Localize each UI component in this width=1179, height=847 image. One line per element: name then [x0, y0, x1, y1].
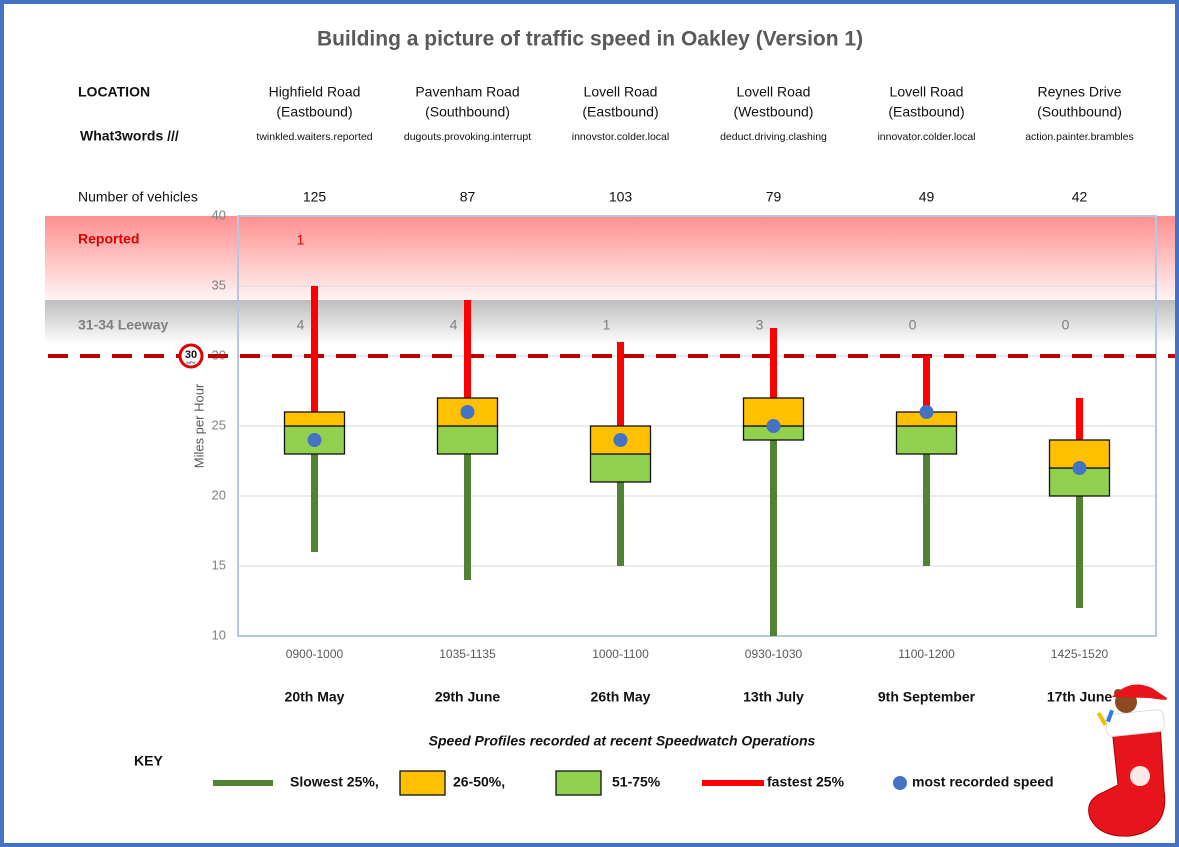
legend-label: most recorded speed: [912, 774, 1054, 790]
legend-swatch: [893, 776, 907, 790]
y-tick-label: 40: [212, 207, 226, 222]
y-tick-label: 20: [212, 487, 226, 502]
vehicle-count: 42: [1072, 189, 1088, 205]
row-label: Reported: [78, 231, 139, 247]
date-label: 13th July: [743, 689, 804, 705]
location-direction: (Eastbound): [276, 104, 352, 120]
what3words-code: innovator.colder.local: [877, 131, 975, 143]
legend-swatch: [702, 780, 764, 786]
legend-label: 26-50%,: [453, 774, 505, 790]
time-label: 1000-1100: [592, 647, 649, 661]
legend-label: Slowest 25%,: [290, 774, 379, 790]
vehicle-count: 103: [609, 189, 633, 205]
date-label: 26th May: [591, 689, 651, 705]
chart: Building a picture of traffic speed in O…: [0, 0, 1179, 847]
legend-swatch: [556, 771, 601, 795]
location-direction: (Eastbound): [582, 104, 658, 120]
lower-whisker: [1076, 496, 1083, 608]
row-label: KEY: [134, 753, 163, 769]
time-label: 0930-1030: [745, 647, 803, 661]
upper-whisker: [617, 342, 624, 426]
row-label: What3words ///: [80, 128, 179, 144]
legend-label: 51-75%: [612, 774, 661, 790]
leeway-count: 4: [450, 317, 458, 333]
lower-whisker: [464, 454, 471, 580]
date-label: 20th May: [285, 689, 345, 705]
lower-whisker: [311, 454, 318, 552]
time-label: 0900-1000: [286, 647, 344, 661]
date-label: 17th June: [1047, 689, 1113, 705]
mode-dot: [461, 405, 475, 419]
chart-title: Building a picture of traffic speed in O…: [317, 28, 863, 51]
chart-subtitle: Speed Profiles recorded at recent Speedw…: [429, 733, 816, 749]
lower-whisker: [770, 440, 777, 636]
legend-swatch: [400, 771, 445, 795]
leeway-count: 3: [756, 317, 764, 333]
speed-sign-unit: MPH: [187, 360, 196, 365]
y-tick-label: 35: [212, 277, 226, 292]
location-name: Highfield Road: [269, 84, 361, 100]
row-label: Number of vehicles: [78, 189, 198, 205]
leeway-count: 0: [1062, 317, 1070, 333]
upper-whisker: [770, 328, 777, 398]
mode-dot: [308, 433, 322, 447]
what3words-code: deduct.driving.clashing: [720, 131, 827, 143]
lower-whisker: [617, 482, 624, 566]
upper-box: [285, 412, 345, 426]
location-name: Pavenham Road: [415, 84, 519, 100]
leeway-count: 1: [603, 317, 611, 333]
location-name: Lovell Road: [737, 84, 811, 100]
leeway-count: 0: [909, 317, 917, 333]
location-direction: (Westbound): [734, 104, 814, 120]
y-tick-label: 15: [212, 557, 226, 572]
reported-count: 1: [297, 232, 305, 248]
date-label: 29th June: [435, 689, 501, 705]
what3words-code: action.painter.brambles: [1025, 131, 1134, 143]
page: {"chart_data": { "type": "boxplot", "tit…: [0, 0, 1179, 847]
time-label: 1425-1520: [1051, 647, 1109, 661]
location-name: Reynes Drive: [1037, 84, 1121, 100]
vehicle-count: 87: [460, 189, 476, 205]
upper-whisker: [464, 300, 471, 398]
mode-dot: [614, 433, 628, 447]
location-direction: (Eastbound): [888, 104, 964, 120]
upper-whisker: [1076, 398, 1083, 440]
location-name: Lovell Road: [890, 84, 964, 100]
row-label: LOCATION: [78, 84, 150, 100]
upper-whisker: [923, 356, 930, 412]
lower-box: [897, 426, 957, 454]
lower-box: [438, 426, 498, 454]
time-label: 1035-1135: [439, 647, 496, 661]
mode-dot: [1073, 461, 1087, 475]
vehicle-count: 49: [919, 189, 935, 205]
what3words-code: innovstor.colder.local: [572, 131, 669, 143]
mode-dot: [767, 419, 781, 433]
legend-label: fastest 25%: [767, 774, 845, 790]
location-direction: (Southbound): [1037, 104, 1122, 120]
vehicle-count: 125: [303, 189, 327, 205]
location-name: Lovell Road: [584, 84, 658, 100]
y-axis-label: Miles per Hour: [191, 383, 206, 468]
date-label: 9th September: [878, 689, 976, 705]
leeway-count: 4: [297, 317, 305, 333]
vehicle-count: 79: [766, 189, 782, 205]
row-label: 31-34 Leeway: [78, 317, 168, 333]
mode-dot: [920, 405, 934, 419]
lower-whisker: [923, 454, 930, 566]
what3words-code: dugouts.provoking.interrupt: [404, 131, 531, 143]
y-tick-label: 25: [212, 417, 226, 432]
location-direction: (Southbound): [425, 104, 510, 120]
what3words-code: twinkled.waiters.reported: [256, 131, 372, 143]
upper-whisker: [311, 286, 318, 412]
time-label: 1100-1200: [898, 647, 955, 661]
lower-box: [591, 454, 651, 482]
legend-swatch: [213, 780, 273, 786]
y-tick-label: 10: [212, 627, 226, 642]
